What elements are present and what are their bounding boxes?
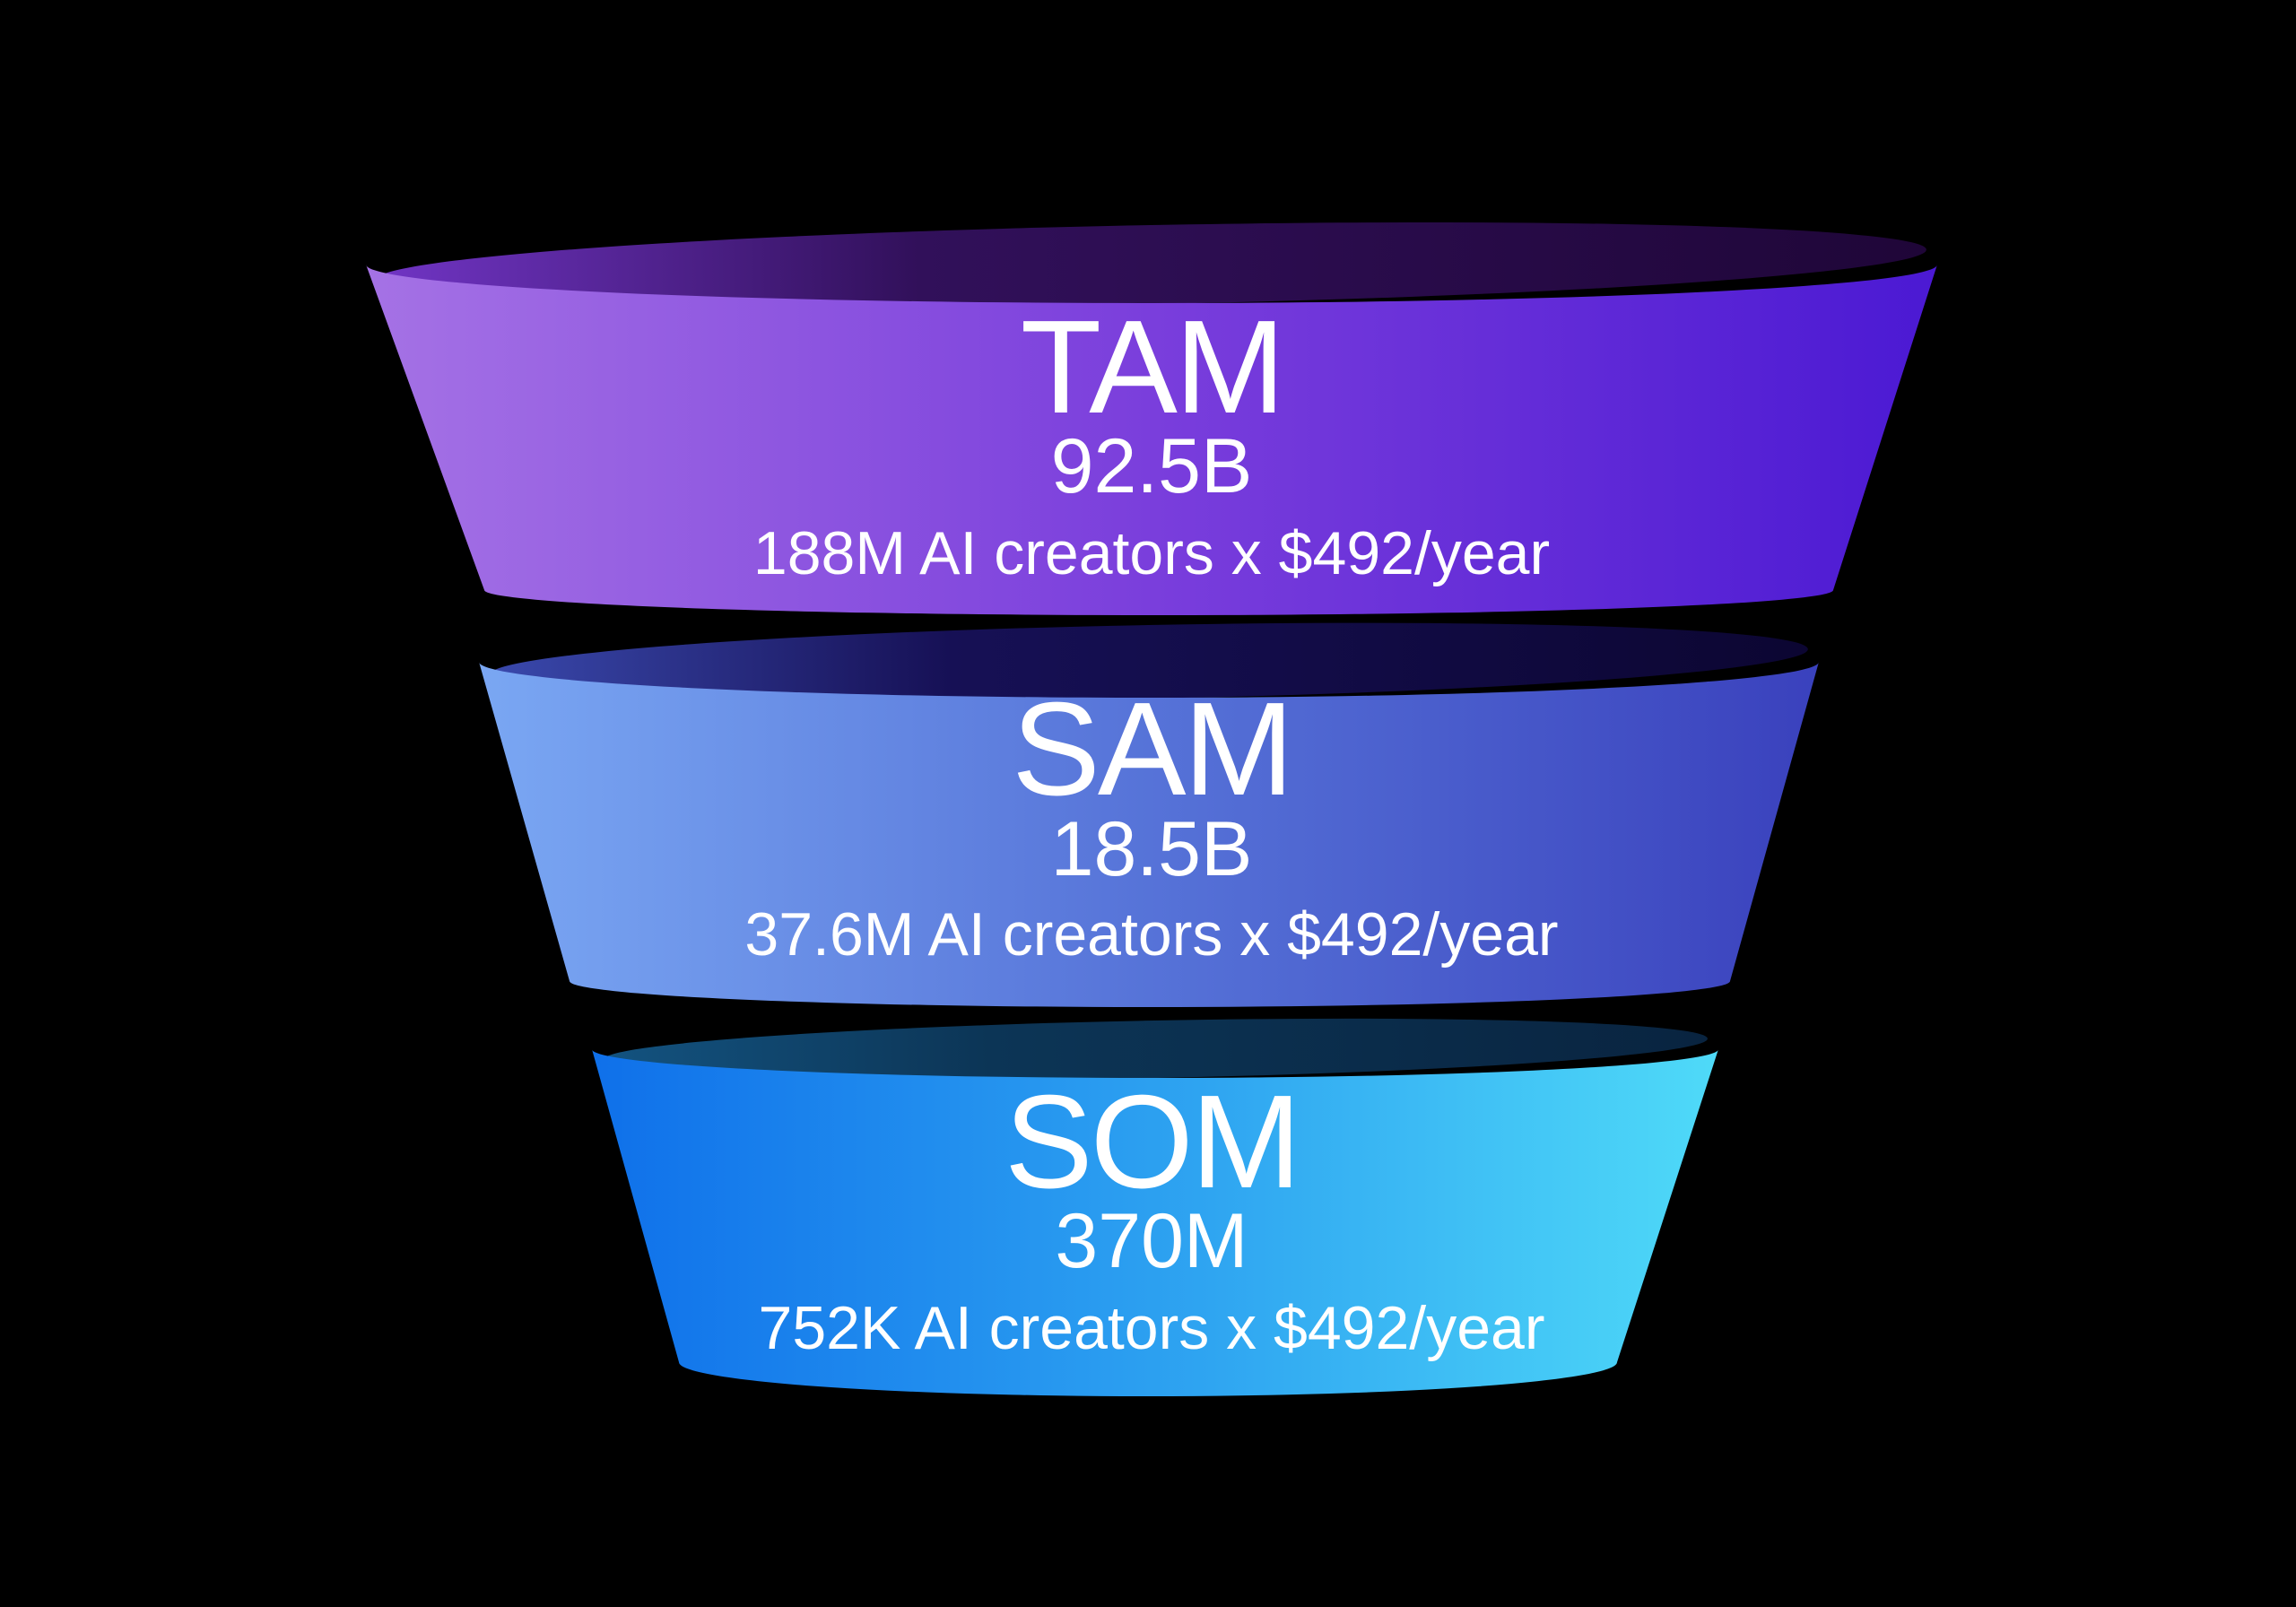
sam-value: 18.5B xyxy=(1051,806,1253,892)
som-value: 370M xyxy=(1055,1198,1248,1284)
funnel-segment-tam: TAM 92.5B 188M AI creators x $492/year xyxy=(366,222,1937,615)
tam-face xyxy=(366,265,1937,615)
funnel-segment-sam: SAM 18.5B 37.6M AI creators x $492/year xyxy=(479,622,1819,1007)
sam-face xyxy=(479,662,1819,1007)
tam-value: 92.5B xyxy=(1051,423,1253,509)
som-face xyxy=(592,1049,1718,1396)
sam-top-opening xyxy=(490,622,1808,701)
tam-top-opening xyxy=(377,222,1926,308)
som-top-opening xyxy=(603,1018,1708,1081)
som-detail: 752K AI creators x $492/year xyxy=(759,1294,1545,1362)
tam-label: TAM xyxy=(1021,293,1283,441)
sam-detail: 37.6M AI creators x $492/year xyxy=(744,900,1558,969)
sam-label: SAM xyxy=(1012,675,1292,823)
som-label: SOM xyxy=(1004,1068,1299,1216)
tam-detail: 188M AI creators x $492/year xyxy=(753,519,1550,587)
funnel-segment-som: SOM 370M 752K AI creators x $492/year xyxy=(592,1018,1718,1396)
